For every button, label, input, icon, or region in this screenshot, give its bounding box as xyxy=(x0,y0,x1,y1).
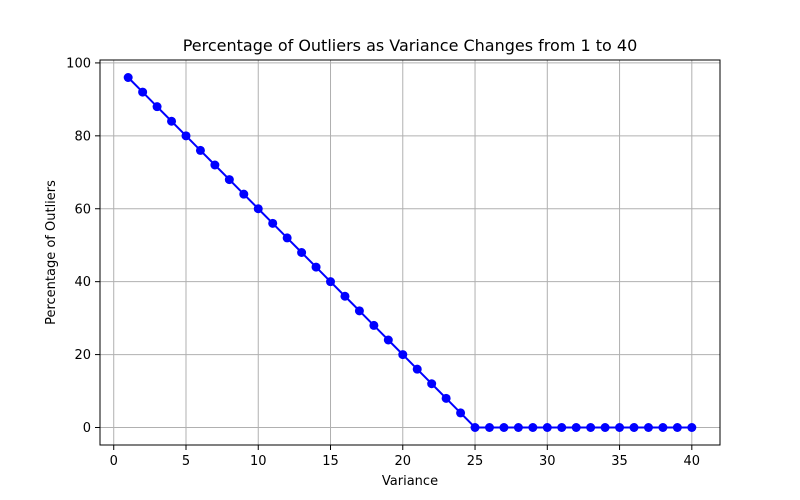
y-tick-label: 60 xyxy=(74,202,91,217)
y-axis: 0 20 40 60 80 100 xyxy=(66,56,100,436)
data-point xyxy=(340,291,350,301)
data-point xyxy=(412,364,422,374)
data-point xyxy=(268,218,278,228)
data-point xyxy=(542,423,552,432)
data-point xyxy=(210,160,220,170)
x-tick-label: 35 xyxy=(611,454,628,469)
data-point xyxy=(571,423,581,432)
data-point xyxy=(354,306,364,316)
data-point xyxy=(181,131,191,141)
x-axis: 0 5 10 15 20 25 30 35 40 xyxy=(110,445,701,469)
data-point xyxy=(456,408,466,418)
data-point xyxy=(629,423,639,432)
x-tick-label: 5 xyxy=(182,454,190,469)
data-point xyxy=(600,423,610,432)
data-point xyxy=(398,350,408,360)
y-tick-label: 80 xyxy=(74,129,91,144)
y-tick-label: 0 xyxy=(83,421,91,436)
data-point xyxy=(499,423,509,432)
data-point xyxy=(528,423,538,432)
data-point xyxy=(326,277,336,287)
data-point xyxy=(557,423,567,432)
data-point xyxy=(470,423,480,432)
data-point xyxy=(658,423,668,432)
plot-frame xyxy=(99,59,721,446)
data-point xyxy=(441,393,451,403)
x-axis-label: Variance xyxy=(382,474,438,489)
y-axis-label: Percentage of Outliers xyxy=(44,180,59,325)
data-point xyxy=(311,262,321,272)
data-point xyxy=(282,233,292,243)
y-tick-label: 20 xyxy=(74,348,91,363)
data-point xyxy=(369,320,379,330)
series-layer xyxy=(123,73,697,432)
series-line xyxy=(127,76,692,429)
data-point xyxy=(152,102,162,112)
data-point xyxy=(427,379,437,389)
data-point xyxy=(687,423,697,432)
data-point xyxy=(123,73,133,82)
data-point xyxy=(643,423,653,432)
data-point xyxy=(138,87,148,97)
data-point xyxy=(513,423,523,432)
x-tick-label: 20 xyxy=(395,454,412,469)
data-point xyxy=(224,175,234,185)
x-tick-label: 15 xyxy=(322,454,339,469)
data-point xyxy=(484,423,494,432)
data-point xyxy=(672,423,682,432)
data-point xyxy=(297,248,307,257)
data-point xyxy=(615,423,625,432)
data-point xyxy=(383,335,393,345)
y-tick-label: 40 xyxy=(74,275,91,290)
x-tick-label: 10 xyxy=(250,454,267,469)
data-point xyxy=(239,189,249,199)
data-point xyxy=(253,204,263,214)
grid xyxy=(100,60,720,445)
x-tick-label: 30 xyxy=(539,454,556,469)
data-point xyxy=(195,145,205,155)
x-tick-label: 0 xyxy=(110,454,118,469)
x-tick-label: 40 xyxy=(684,454,701,469)
data-point xyxy=(586,423,596,432)
x-tick-label: 25 xyxy=(467,454,484,469)
y-tick-label: 100 xyxy=(66,56,91,71)
chart-title: Percentage of Outliers as Variance Chang… xyxy=(183,36,638,55)
data-point xyxy=(167,116,177,126)
